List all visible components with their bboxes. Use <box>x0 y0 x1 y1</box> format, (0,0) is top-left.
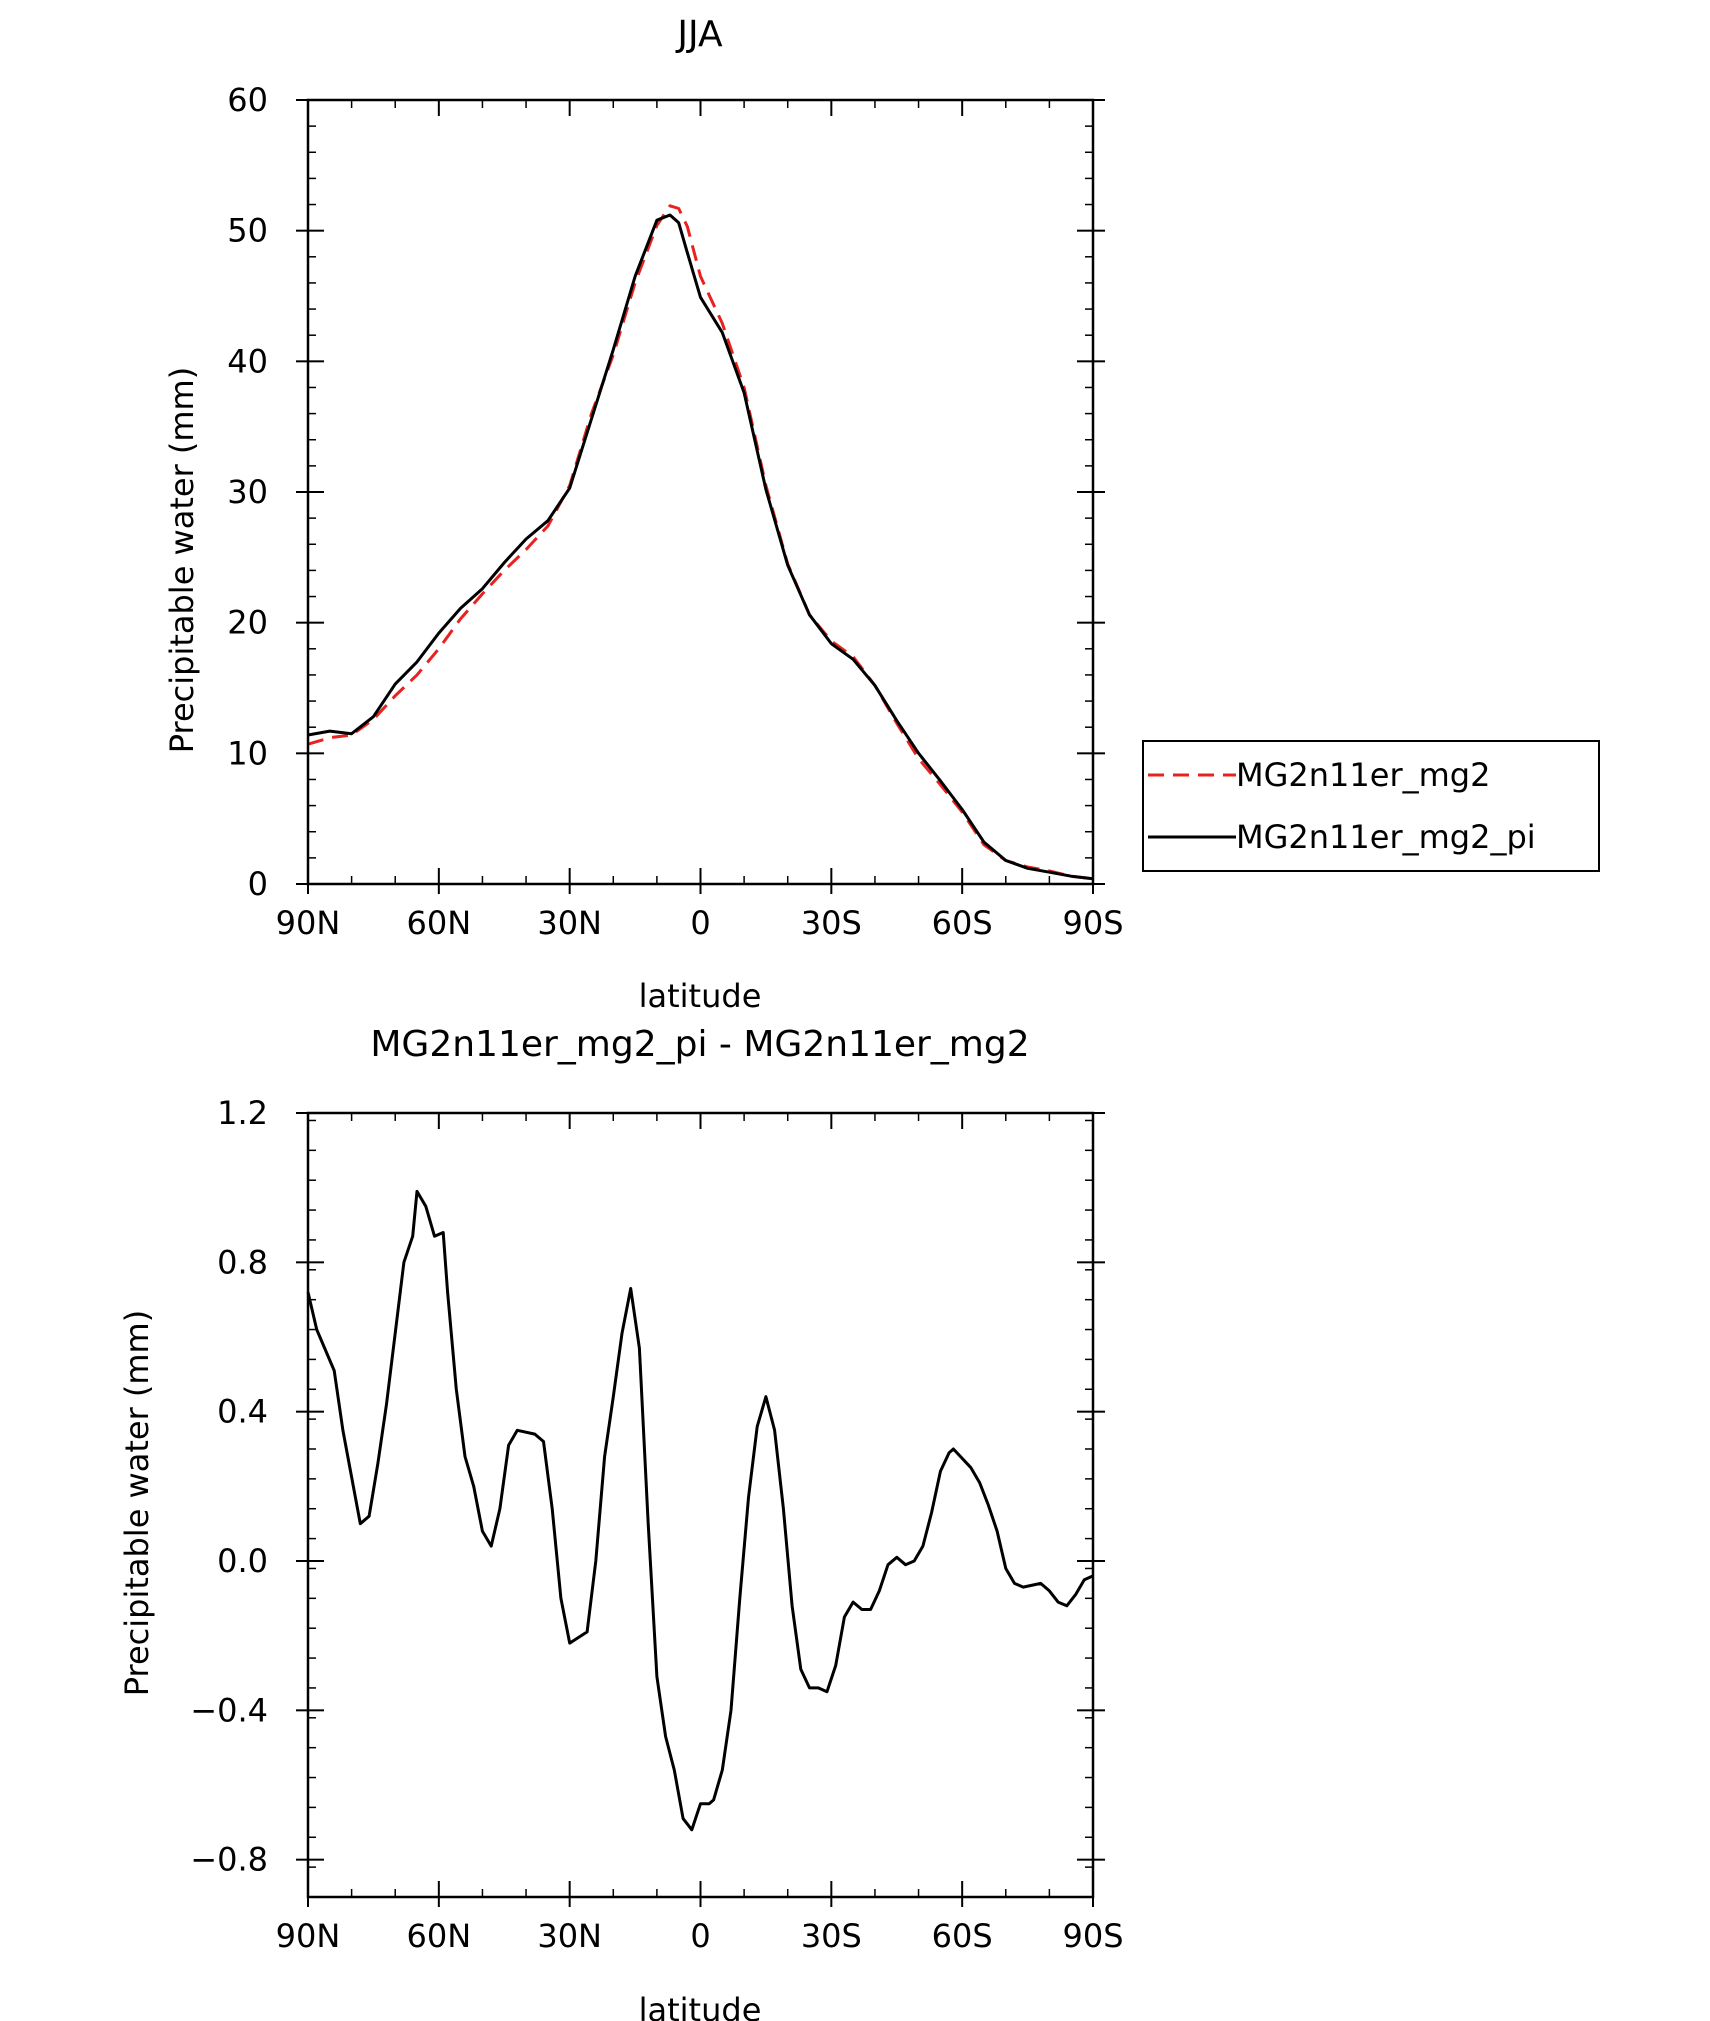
x-tick-label: 60N <box>407 1917 472 1955</box>
legend-label: MG2n11er_mg2_pi <box>1236 818 1536 856</box>
series-line-MG2n11er_mg2_pi <box>307 213 1094 881</box>
y-tick-label: 0.4 <box>217 1393 268 1431</box>
y-tick-label: 10 <box>227 734 268 772</box>
y-axis-label: Precipitable water (mm) <box>118 1310 156 1696</box>
x-axis-label: latitude <box>639 1991 762 2021</box>
x-tick-label: 60S <box>932 904 993 942</box>
y-tick-label: 50 <box>227 212 268 250</box>
x-tick-label: 90N <box>276 904 341 942</box>
axes-ticks: 90N 60N 30N 0 30S 60S 90S −0.8 −0.4 0.0 0.4 0.8 1.2 <box>190 1094 1123 1955</box>
axes-ticks: 90N 60N 30N 0 30S 60S 90S 0 10 20 30 40 50 60 <box>227 81 1123 942</box>
x-tick-label: 30S <box>801 904 862 942</box>
chart-bottom: MG2n11er_mg2_pi - MG2n11er_mg2 latitude … <box>118 1024 1124 2021</box>
x-tick-label: 0 <box>690 904 710 942</box>
y-tick-label: 0.0 <box>217 1542 268 1580</box>
y-tick-label: 0 <box>248 865 268 903</box>
y-tick-label: −0.4 <box>190 1691 268 1729</box>
x-tick-label: 60S <box>932 1917 993 1955</box>
y-tick-label: 0.8 <box>217 1243 268 1281</box>
chart-title: MG2n11er_mg2_pi - MG2n11er_mg2 <box>370 1024 1029 1065</box>
plot-lines <box>306 1189 1094 1832</box>
x-axis-label: latitude <box>639 977 762 1015</box>
y-tick-label: 40 <box>227 342 268 380</box>
plot-frame <box>306 1111 1095 1899</box>
x-tick-label: 30N <box>537 904 602 942</box>
legend-label: MG2n11er_mg2 <box>1236 756 1490 794</box>
x-tick-label: 30N <box>537 1917 602 1955</box>
x-tick-label: 90N <box>276 1917 341 1955</box>
x-tick-label: 90S <box>1062 1917 1123 1955</box>
y-tick-label: 1.2 <box>217 1094 268 1132</box>
y-tick-label: 30 <box>227 473 268 511</box>
legend: MG2n11er_mg2 MG2n11er_mg2_pi <box>1142 740 1600 872</box>
legend-box <box>1142 740 1600 872</box>
chart-title: JJA <box>675 14 723 55</box>
x-tick-label: 0 <box>690 1917 710 1955</box>
y-tick-label: 20 <box>227 604 268 642</box>
y-tick-label: −0.8 <box>190 1841 268 1879</box>
y-axis-label: Precipitable water (mm) <box>163 367 201 753</box>
plot-lines <box>307 204 1094 881</box>
series-line-series-0 <box>306 1189 1094 1832</box>
chart-top: JJA latitude Precipitable water (mm) 90N… <box>163 14 1600 1015</box>
x-tick-label: 60N <box>407 904 472 942</box>
series-line-MG2n11er_mg2 <box>307 204 1094 881</box>
x-tick-label: 30S <box>801 1917 862 1955</box>
y-tick-label: 60 <box>227 81 268 119</box>
plot-frame <box>306 98 1095 886</box>
x-tick-label: 90S <box>1062 904 1123 942</box>
